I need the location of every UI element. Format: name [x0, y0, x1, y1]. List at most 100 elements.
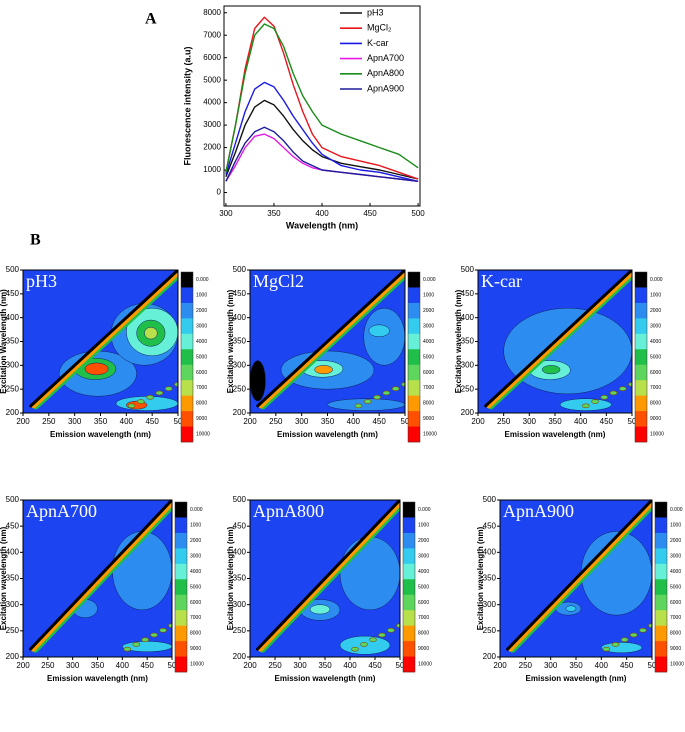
contour-plot — [500, 500, 652, 657]
y-axis-label: Excitation wavelength (nm) — [226, 289, 235, 393]
x-tick-label: 450 — [600, 417, 614, 426]
y-tick-label: 350 — [233, 574, 247, 583]
x-tick-label: 250 — [41, 661, 55, 670]
contour-region — [144, 326, 158, 340]
colorbar-label: 10000 — [190, 662, 204, 668]
colorbar-label: 0.000 — [418, 507, 431, 513]
colorbar-label: 2000 — [418, 538, 429, 544]
x-axis-label: Emission wavelength (nm) — [505, 430, 606, 439]
colorbar-band — [408, 272, 420, 288]
x-tick-label: 200 — [493, 661, 507, 670]
colorbar-band — [635, 318, 647, 335]
panel-label: B — [30, 232, 41, 249]
x-tick-label: 350 — [321, 417, 335, 426]
colorbar-band — [408, 364, 420, 381]
scatter-band — [258, 500, 400, 652]
y-tick-label: 0 — [217, 188, 222, 197]
second-order-band — [600, 394, 609, 400]
second-order-band — [174, 382, 178, 387]
y-tick-label: 450 — [483, 521, 497, 530]
x-tick-label: 300 — [66, 661, 80, 670]
colorbar-band — [181, 302, 193, 319]
scatter-band — [258, 270, 405, 409]
colorbar-band — [403, 594, 415, 611]
y-tick-label: 400 — [483, 547, 497, 556]
second-order-band — [387, 628, 395, 633]
second-order-band — [159, 628, 167, 633]
second-order-band — [354, 403, 363, 409]
x-axis-label: Emission wavelength (nm) — [526, 674, 627, 683]
colorbar-band — [175, 656, 187, 673]
second-order-band — [581, 403, 590, 409]
y-tick-label: 450 — [233, 289, 247, 298]
x-tick-label: 450 — [372, 417, 386, 426]
colorbar-label: 8000 — [650, 401, 661, 407]
contour-plot — [250, 270, 405, 413]
colorbar-band — [403, 548, 415, 565]
colorbar-band — [175, 579, 187, 596]
colorbar-band — [175, 517, 187, 534]
scatter-band — [506, 500, 652, 651]
x-tick-label: 350 — [267, 209, 281, 218]
contour-plot — [23, 270, 178, 413]
x-tick-label: 50 — [174, 417, 183, 426]
y-tick-label: 300 — [6, 600, 20, 609]
y-tick-label: 300 — [233, 360, 247, 369]
y-tick-label: 4000 — [203, 98, 221, 107]
colorbar-band — [181, 287, 193, 304]
colorbar-label: 7000 — [650, 385, 661, 391]
colorbar-band — [403, 641, 415, 657]
colorbar-band — [175, 532, 187, 549]
colorbar-band — [403, 610, 415, 626]
x-axis-label: Emission wavelength (nm) — [275, 674, 376, 683]
contour-region — [84, 362, 109, 376]
colorbar-band — [655, 610, 667, 626]
colorbar-label: 6000 — [650, 370, 661, 376]
second-order-band — [391, 386, 400, 391]
colorbar-band — [655, 656, 667, 673]
colorbar-label: 6000 — [418, 600, 429, 606]
colorbar-band — [403, 656, 415, 673]
colorbar-label: 6000 — [670, 600, 681, 606]
colorbar-label: 7000 — [418, 615, 429, 621]
colorbar-band — [635, 380, 647, 396]
series-line — [225, 126, 419, 182]
y-tick-label: 8000 — [203, 8, 221, 17]
y-tick-label: 5000 — [203, 75, 221, 84]
colorbar-band — [408, 318, 420, 335]
colorbar-band — [181, 364, 193, 381]
colorbar-band — [635, 349, 647, 366]
x-tick-label: 350 — [318, 661, 332, 670]
y-tick-label: 400 — [461, 313, 475, 322]
colorbar-band — [408, 426, 420, 443]
y-tick-label: 300 — [483, 600, 497, 609]
contour-region — [541, 365, 561, 375]
x-tick-label: 400 — [347, 417, 361, 426]
colorbar-band — [635, 395, 647, 412]
x-tick-label: 50 — [648, 661, 657, 670]
y-tick-label: 6000 — [203, 53, 221, 62]
colorbar-label: 9000 — [190, 646, 201, 652]
colorbar-label: 5000 — [190, 584, 201, 590]
legend-label: pH3 — [367, 7, 384, 17]
colorbar-label: 0.000 — [670, 507, 683, 513]
colorbar-label: 0.000 — [423, 277, 436, 283]
colorbar-label: 7000 — [196, 385, 207, 391]
second-order-band — [618, 386, 627, 391]
second-order-band — [137, 399, 145, 404]
colorbar-band — [181, 426, 193, 443]
y-tick-label: 350 — [483, 574, 497, 583]
colorbar-label: 2000 — [670, 538, 681, 544]
second-order-band — [164, 386, 173, 391]
colorbar-band — [655, 594, 667, 611]
colorbar-label: 1000 — [423, 293, 434, 299]
x-tick-label: 400 — [574, 417, 588, 426]
y-tick-label: 350 — [461, 337, 475, 346]
y-tick-label: 250 — [6, 626, 20, 635]
x-tick-label: 50 — [396, 661, 405, 670]
colorbar-band — [408, 287, 420, 304]
contour-region — [314, 365, 333, 375]
y-tick-label: 500 — [461, 265, 475, 274]
colorbar-band — [635, 411, 647, 427]
